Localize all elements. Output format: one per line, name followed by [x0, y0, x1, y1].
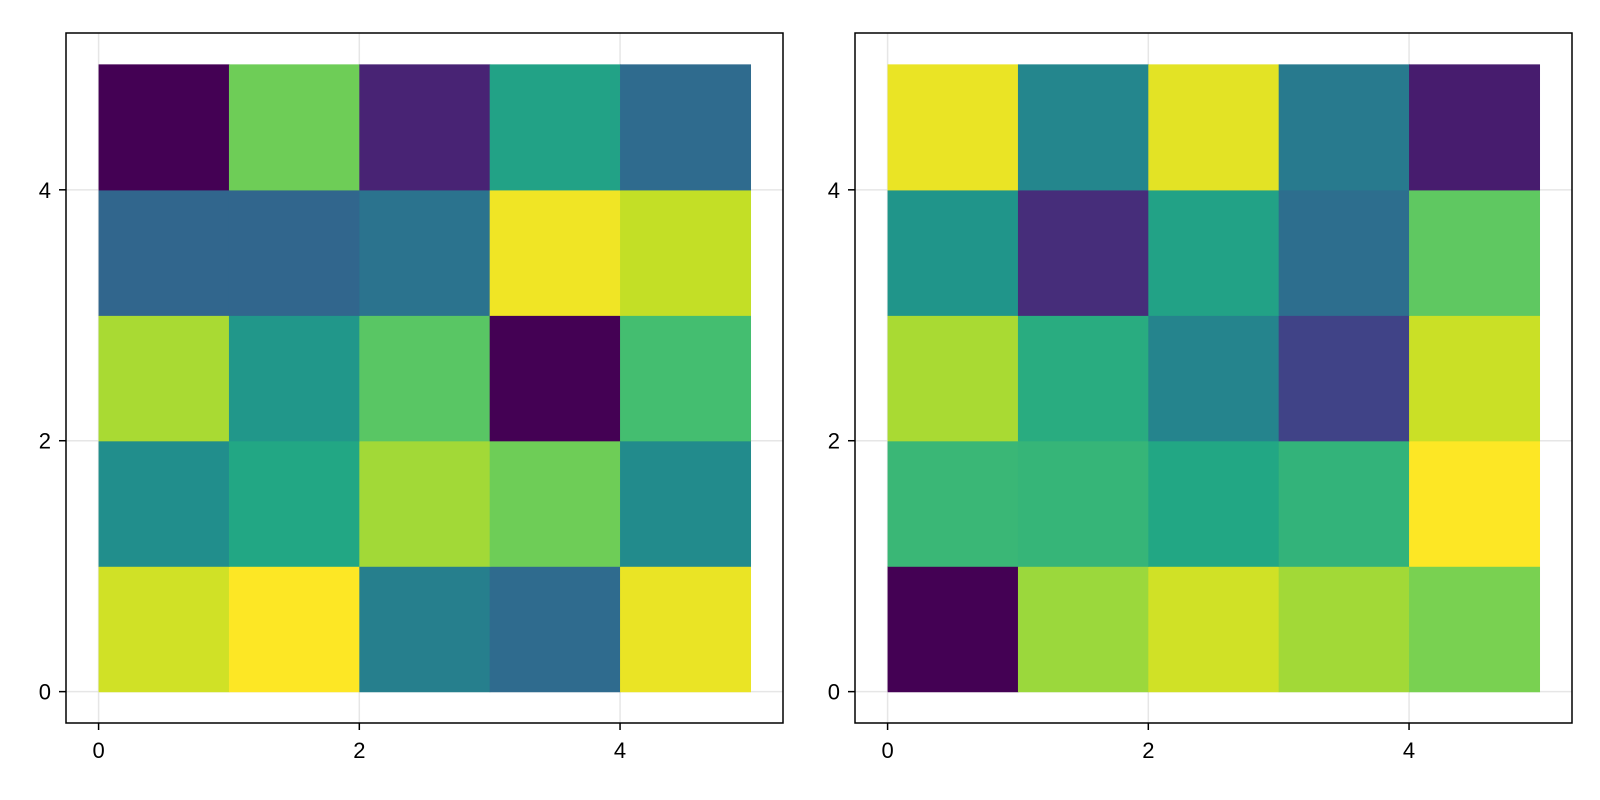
heatmap-cell: [1017, 440, 1149, 567]
heatmap-cell: [489, 566, 621, 693]
heatmap-cell: [620, 64, 752, 191]
heatmap-cell: [359, 440, 491, 567]
y-tick-label: 4: [828, 178, 840, 203]
heatmap-cell: [1409, 440, 1541, 567]
heatmap-cell: [1148, 566, 1280, 693]
heatmap-cell: [620, 566, 752, 693]
x-tick-label: 2: [1142, 738, 1154, 763]
x-tick-label: 0: [881, 738, 893, 763]
heatmap-cell: [1278, 566, 1410, 693]
heatmap-cell: [1017, 315, 1149, 442]
heatmap-cell: [620, 315, 752, 442]
heatmap-cell: [489, 64, 621, 191]
heatmap-cell: [1278, 440, 1410, 567]
heatmap-cell: [228, 64, 360, 191]
x-tick-label: 4: [1403, 738, 1415, 763]
x-tick-label: 0: [92, 738, 104, 763]
heatmap-cell: [1148, 315, 1280, 442]
heatmap-cell: [887, 315, 1019, 442]
heatmap-cell: [1278, 64, 1410, 191]
y-tick-label: 2: [828, 429, 840, 454]
y-tick-label: 2: [39, 429, 51, 454]
heatmap-cell: [620, 189, 752, 316]
heatmap-cell: [1017, 566, 1149, 693]
heatmap-cell: [228, 566, 360, 693]
heatmap-cell: [1409, 64, 1541, 191]
heatmap-cell: [359, 315, 491, 442]
y-tick-label: 0: [39, 680, 51, 705]
heatmap-cell: [489, 315, 621, 442]
heatmap-cell: [98, 189, 230, 316]
heatmap-panel-left: 0 2 4 0 2 4: [39, 32, 784, 763]
heatmap-cell: [98, 64, 230, 191]
heatmap-cell: [98, 566, 230, 693]
x-tick-label: 2: [353, 738, 365, 763]
heatmap-cell: [228, 315, 360, 442]
heatmap-cell: [1148, 440, 1280, 567]
heatmap-cell: [1017, 189, 1149, 316]
heatmap-cell: [228, 189, 360, 316]
heatmap-cell: [620, 440, 752, 567]
heatmap-cell: [1278, 315, 1410, 442]
heatmap-cell: [1409, 189, 1541, 316]
heatmap-cell: [887, 64, 1019, 191]
y-tick-label: 4: [39, 178, 51, 203]
heatmap-cell: [359, 64, 491, 191]
heatmap-cell: [887, 566, 1019, 693]
heatmap-cell: [489, 189, 621, 316]
heatmap-cell: [1017, 64, 1149, 191]
heatmap-cell: [228, 440, 360, 567]
heatmap-cell: [887, 440, 1019, 567]
heatmap-panel-right: 0 2 4 0 2 4: [828, 32, 1573, 763]
heatmap-cell: [359, 566, 491, 693]
axes-frame: [65, 32, 784, 724]
heatmap-cell: [1278, 189, 1410, 316]
heatmap-cell: [1409, 566, 1541, 693]
heatmap-cell: [98, 440, 230, 567]
heatmap-cell: [489, 440, 621, 567]
heatmap-cell: [1148, 189, 1280, 316]
heatmap-cell: [359, 189, 491, 316]
heatmap-cell: [98, 315, 230, 442]
x-tick-label: 4: [614, 738, 626, 763]
heatmap-cell: [1148, 64, 1280, 191]
heatmap-cell: [887, 189, 1019, 316]
axes-frame: [854, 32, 1573, 724]
heatmap-cell: [1409, 315, 1541, 442]
y-tick-label: 0: [828, 680, 840, 705]
